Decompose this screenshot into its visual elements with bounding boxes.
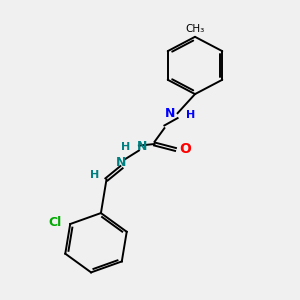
- Text: N: N: [165, 107, 175, 120]
- Text: N: N: [116, 156, 127, 169]
- Text: H: H: [186, 110, 195, 120]
- Text: Cl: Cl: [49, 216, 62, 229]
- Text: H: H: [121, 142, 130, 152]
- Text: H: H: [91, 169, 100, 179]
- Text: CH₃: CH₃: [185, 23, 205, 34]
- Text: O: O: [180, 142, 192, 157]
- Text: N: N: [137, 140, 148, 153]
